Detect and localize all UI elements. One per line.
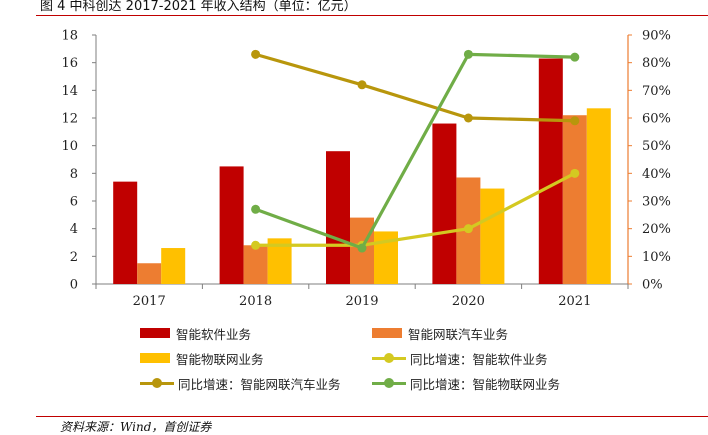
left-axis-tick-label: 6 [70, 195, 78, 210]
series-line [254, 171, 577, 247]
right-axis-tick-label: 60% [642, 112, 671, 127]
left-axis-tick-label: 12 [61, 112, 78, 127]
chart-title: 图 4 中科创达 2017-2021 年收入结构（单位：亿元） [40, 0, 357, 14]
series-point [570, 116, 580, 126]
legend-label: 同比增速：智能网联汽车业务 [178, 376, 341, 392]
chart-legend: 智能软件业务 智能网联汽车业务智能物联网业务 同比增速：智能软件业务同比增速：智能网… [140, 318, 610, 398]
x-axis-tick-label: 2019 [345, 294, 378, 309]
series-point [251, 49, 261, 59]
bar [538, 58, 563, 285]
right-axis-tick-label: 10% [642, 250, 671, 265]
right-axis-tick-label: 20% [642, 222, 671, 237]
right-axis-tick-label: 30% [642, 195, 671, 210]
legend-label: 同比增速：智能软件业务 [410, 351, 548, 367]
series-point [570, 52, 580, 62]
series-point [357, 80, 367, 90]
left-axis-tick-label: 16 [61, 56, 78, 71]
bar [243, 245, 268, 284]
x-axis-tick-label: 2018 [239, 294, 272, 309]
legend-swatch [372, 328, 402, 338]
bar [432, 123, 457, 285]
series-line [254, 52, 577, 250]
legend-item: 智能物联网业务 [140, 347, 264, 369]
series-point [463, 224, 473, 234]
chart-axes: 0 2 4 6 8 10 12 14 16 18 0% 10% 20% 30% 40% 50% 60% 70% 80… [61, 29, 670, 310]
bar [161, 248, 186, 284]
legend-swatch [140, 328, 170, 338]
legend-swatch [140, 353, 170, 363]
chart-lines [251, 49, 580, 253]
series-point [463, 49, 473, 59]
left-axis-tick-label: 18 [61, 29, 78, 44]
bottom-divider [36, 416, 708, 417]
legend-label: 智能软件业务 [176, 326, 252, 342]
left-axis-tick-label: 0 [70, 278, 78, 293]
bar [326, 151, 350, 284]
left-axis-tick-label: 4 [70, 222, 78, 237]
source-note: 资料来源：Wind，首创证券 [60, 420, 212, 434]
right-axis-tick-label: 70% [642, 84, 671, 99]
left-axis-tick-label: 14 [61, 84, 78, 99]
series-point [463, 113, 473, 123]
right-axis-tick-label: 0% [642, 278, 663, 293]
bar [562, 115, 587, 284]
legend-item: 智能网联汽车业务 [372, 322, 508, 344]
legend-item: 同比增速：智能软件业务 [372, 347, 548, 369]
x-axis-tick-label: 2020 [452, 294, 485, 309]
right-axis-tick-label: 40% [642, 167, 671, 182]
series-point [251, 240, 261, 250]
chart-bars [113, 58, 611, 285]
bar [586, 108, 611, 284]
legend-swatch [372, 352, 406, 364]
revenue-structure-chart: 0 2 4 6 8 10 12 14 16 18 0% 10% 20% 30% 40% 50% 60% 70% 80… [61, 29, 670, 310]
right-axis-tick-label: 80% [642, 56, 671, 71]
legend-label: 智能物联网业务 [176, 351, 264, 367]
legend-item: 同比增速：智能物联网业务 [372, 372, 560, 394]
left-axis-tick-label: 8 [70, 167, 78, 182]
right-axis-tick-label: 50% [642, 139, 671, 154]
bar [137, 263, 162, 284]
bar [480, 188, 505, 284]
top-divider [36, 15, 708, 16]
legend-swatch [140, 377, 174, 389]
left-axis-tick-label: 10 [61, 139, 78, 154]
legend-item: 同比增速：智能网联汽车业务 [140, 372, 341, 394]
legend-label: 同比增速：智能物联网业务 [410, 376, 561, 392]
legend-swatch [372, 377, 406, 389]
series-line [254, 52, 577, 123]
bar [219, 166, 244, 284]
legend-label: 智能网联汽车业务 [408, 326, 509, 342]
series-point [251, 204, 261, 214]
left-axis-tick-label: 2 [70, 250, 78, 265]
right-axis-tick-label: 90% [642, 29, 671, 44]
bar [113, 181, 138, 284]
series-point [357, 243, 367, 253]
x-axis-tick-label: 2021 [558, 294, 591, 309]
x-axis-tick-label: 2017 [133, 294, 166, 309]
series-point [570, 168, 580, 178]
legend-item: 智能软件业务 [140, 322, 251, 344]
